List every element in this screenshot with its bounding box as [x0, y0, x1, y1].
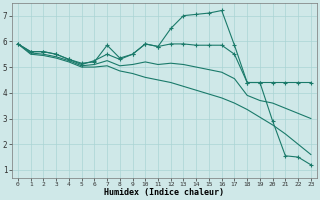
X-axis label: Humidex (Indice chaleur): Humidex (Indice chaleur): [104, 188, 224, 197]
